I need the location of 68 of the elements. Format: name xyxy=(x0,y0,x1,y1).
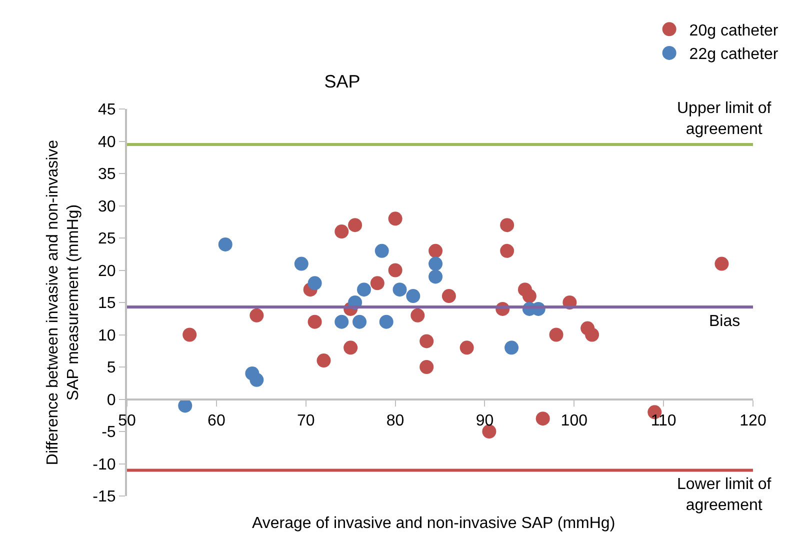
ref-line-label: Upper limit of agreement xyxy=(677,100,772,138)
point xyxy=(308,314,322,329)
ref-line-label: Lower limit of agreement xyxy=(677,476,772,514)
point xyxy=(250,372,264,387)
x-tick-label: 60 xyxy=(208,412,226,430)
point xyxy=(308,276,322,290)
y-tick-label: 5 xyxy=(106,360,116,377)
y-tick-label: 30 xyxy=(98,198,116,216)
point xyxy=(500,244,514,258)
y-tick-label: -10 xyxy=(92,456,116,474)
point xyxy=(392,282,407,297)
y-tick-label: 0 xyxy=(106,392,116,409)
x-tick-label: 110 xyxy=(650,412,676,430)
point xyxy=(334,224,349,239)
x-tick-label: 50 xyxy=(118,412,136,430)
point xyxy=(536,412,550,426)
point xyxy=(388,212,402,226)
point xyxy=(370,276,384,290)
point xyxy=(388,263,402,278)
point xyxy=(549,328,564,342)
point xyxy=(714,256,729,271)
point xyxy=(420,360,434,374)
point xyxy=(428,256,443,271)
y-tick-label: 40 xyxy=(98,134,116,151)
x-tick-label: 90 xyxy=(476,412,494,430)
point xyxy=(316,354,331,368)
x-tick-label: 100 xyxy=(560,412,588,430)
legend-label: 20g catheter xyxy=(689,22,779,40)
y-tick-label: 45 xyxy=(98,102,116,119)
point xyxy=(410,308,425,322)
y-tick-label: 20 xyxy=(98,262,116,280)
point xyxy=(344,340,358,355)
x-tick-label: 70 xyxy=(296,412,315,430)
y-tick-label: 10 xyxy=(98,327,116,344)
point xyxy=(428,270,443,284)
point xyxy=(178,398,192,413)
point xyxy=(334,314,349,329)
point xyxy=(348,218,362,232)
legend-label: 22g catheter xyxy=(689,46,779,64)
point xyxy=(500,218,514,232)
point xyxy=(522,289,536,304)
point xyxy=(442,289,456,304)
point xyxy=(294,256,308,271)
chart-title: SAP xyxy=(324,71,360,92)
point xyxy=(379,314,394,329)
point xyxy=(352,314,367,329)
x-axis-title: Average of invasive and non-invasive SAP (mmHg) xyxy=(252,515,616,532)
point xyxy=(420,334,434,348)
point xyxy=(585,328,600,342)
point xyxy=(182,328,197,342)
point xyxy=(250,308,264,322)
point xyxy=(482,424,496,438)
y-tick-label: 25 xyxy=(98,230,116,248)
y-tick-label: -5 xyxy=(102,424,116,442)
point xyxy=(504,340,519,355)
point xyxy=(374,244,389,258)
y-axis-title: Difference between invasive and non-invasive SAP measurement (mmHg) xyxy=(44,140,82,466)
ref-line-label: Bias xyxy=(709,313,740,330)
point xyxy=(428,244,443,258)
x-tick-label: 120 xyxy=(740,412,766,430)
y-tick-label: -15 xyxy=(92,488,116,506)
y-tick-label: 15 xyxy=(98,295,116,312)
point xyxy=(218,237,232,252)
point xyxy=(406,289,420,304)
x-tick-label: 80 xyxy=(386,412,404,430)
point xyxy=(356,282,371,297)
y-tick-label: 35 xyxy=(98,166,116,184)
point xyxy=(460,340,474,355)
